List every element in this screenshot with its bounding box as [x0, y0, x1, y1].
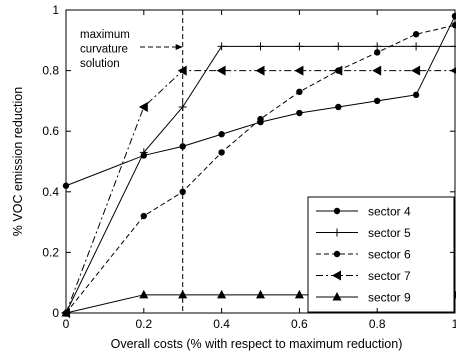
y-tick-label: 0.8	[42, 64, 59, 78]
legend-label-sector-6: sector 6	[368, 248, 411, 262]
legend-marker-sector-5	[333, 228, 341, 237]
data-point-sector-5	[334, 42, 343, 51]
series-line-sector-6	[65, 24, 456, 314]
legend-label-sector-9: sector 9	[368, 291, 411, 305]
y-tick-label: 0	[52, 306, 59, 320]
data-point-sector-5	[373, 42, 382, 51]
data-point-sector-4	[335, 103, 342, 111]
data-point-sector-7	[294, 65, 304, 76]
legend-label-sector-4: sector 4	[368, 205, 411, 219]
legend-marker-sector-6	[333, 250, 341, 258]
legend-label-sector-5: sector 5	[368, 226, 411, 240]
data-point-sector-9	[217, 289, 227, 299]
data-point-sector-4	[374, 97, 381, 105]
data-point-sector-6	[140, 212, 147, 220]
legend-marker-sector-7	[332, 270, 341, 281]
data-point-sector-5	[139, 148, 148, 157]
series-line-sector-7	[65, 70, 455, 314]
x-tick-label: 0.6	[291, 317, 308, 331]
data-point-sector-7	[333, 65, 343, 76]
x-tick-label: 1	[452, 317, 456, 331]
legend-entry-sector-5: sector 5	[316, 226, 411, 240]
data-point-sector-5	[217, 42, 226, 51]
legend-label-sector-7: sector 7	[368, 269, 411, 283]
data-point-sector-9	[256, 289, 265, 299]
data-point-sector-6	[218, 149, 225, 156]
data-point-sector-7	[138, 101, 148, 112]
annotation: maximum curvature solution	[80, 10, 184, 313]
y-tick-label: 0.2	[42, 245, 59, 259]
data-point-sector-6	[257, 115, 264, 123]
y-axis-label: % VOC emission reduction	[11, 87, 25, 236]
x-tick-label: 0.2	[135, 317, 152, 331]
data-point-sector-7	[255, 65, 265, 76]
data-point-sector-6	[412, 31, 420, 38]
data-point-sector-6	[374, 49, 381, 56]
annotation-arrowhead	[175, 44, 183, 50]
data-point-sector-7	[411, 65, 421, 76]
annotation-text: maximum	[80, 29, 130, 41]
legend: sector 4 sector 5 sector 6 sector 7 sector 9	[307, 196, 455, 313]
y-tick-label: 0.4	[42, 185, 59, 199]
data-point-sector-7	[216, 65, 226, 76]
axes: 0 0.2 0.4 0.6 0.8 1 0 0.2 0.4 0.6 0.8 1 Overall cost…	[11, 3, 456, 351]
legend-entry-sector-7: sector 7	[316, 269, 411, 283]
data-point-sector-9	[139, 289, 149, 299]
x-tick-label: 0.4	[213, 317, 230, 331]
legend-marker-sector-9	[332, 292, 342, 301]
data-point-sector-4	[218, 131, 225, 138]
data-point-sector-4	[296, 109, 303, 117]
data-point-sector-5	[256, 42, 265, 51]
data-point-sector-4	[412, 91, 420, 99]
x-tick-label: 0.8	[369, 317, 386, 331]
y-tick-label: 0.6	[42, 124, 59, 138]
legend-entry-sector-9: sector 9	[316, 291, 411, 305]
data-point-sector-5	[412, 42, 421, 51]
series-line-sector-4	[65, 15, 456, 187]
legend-marker-sector-4	[333, 207, 341, 215]
annotation-text: solution	[80, 58, 120, 70]
legend-entry-sector-4: sector 4	[316, 205, 411, 219]
series-sector-6	[62, 21, 456, 317]
data-point-sector-7	[372, 65, 382, 76]
x-axis-label: Overall costs (% with respect to maximum…	[111, 337, 403, 351]
series-line-sector-5	[65, 45, 455, 314]
data-point-sector-5	[295, 42, 304, 51]
plot-frame	[65, 9, 456, 314]
legend-entry-sector-6: sector 6	[316, 248, 411, 262]
data-point-sector-6	[179, 188, 186, 195]
data-point-sector-6	[296, 88, 303, 96]
x-tick-label: 0	[63, 317, 70, 331]
annotation-text: curvature	[80, 44, 128, 56]
data-point-sector-9	[294, 289, 304, 299]
y-tick-label: 1	[52, 3, 59, 17]
